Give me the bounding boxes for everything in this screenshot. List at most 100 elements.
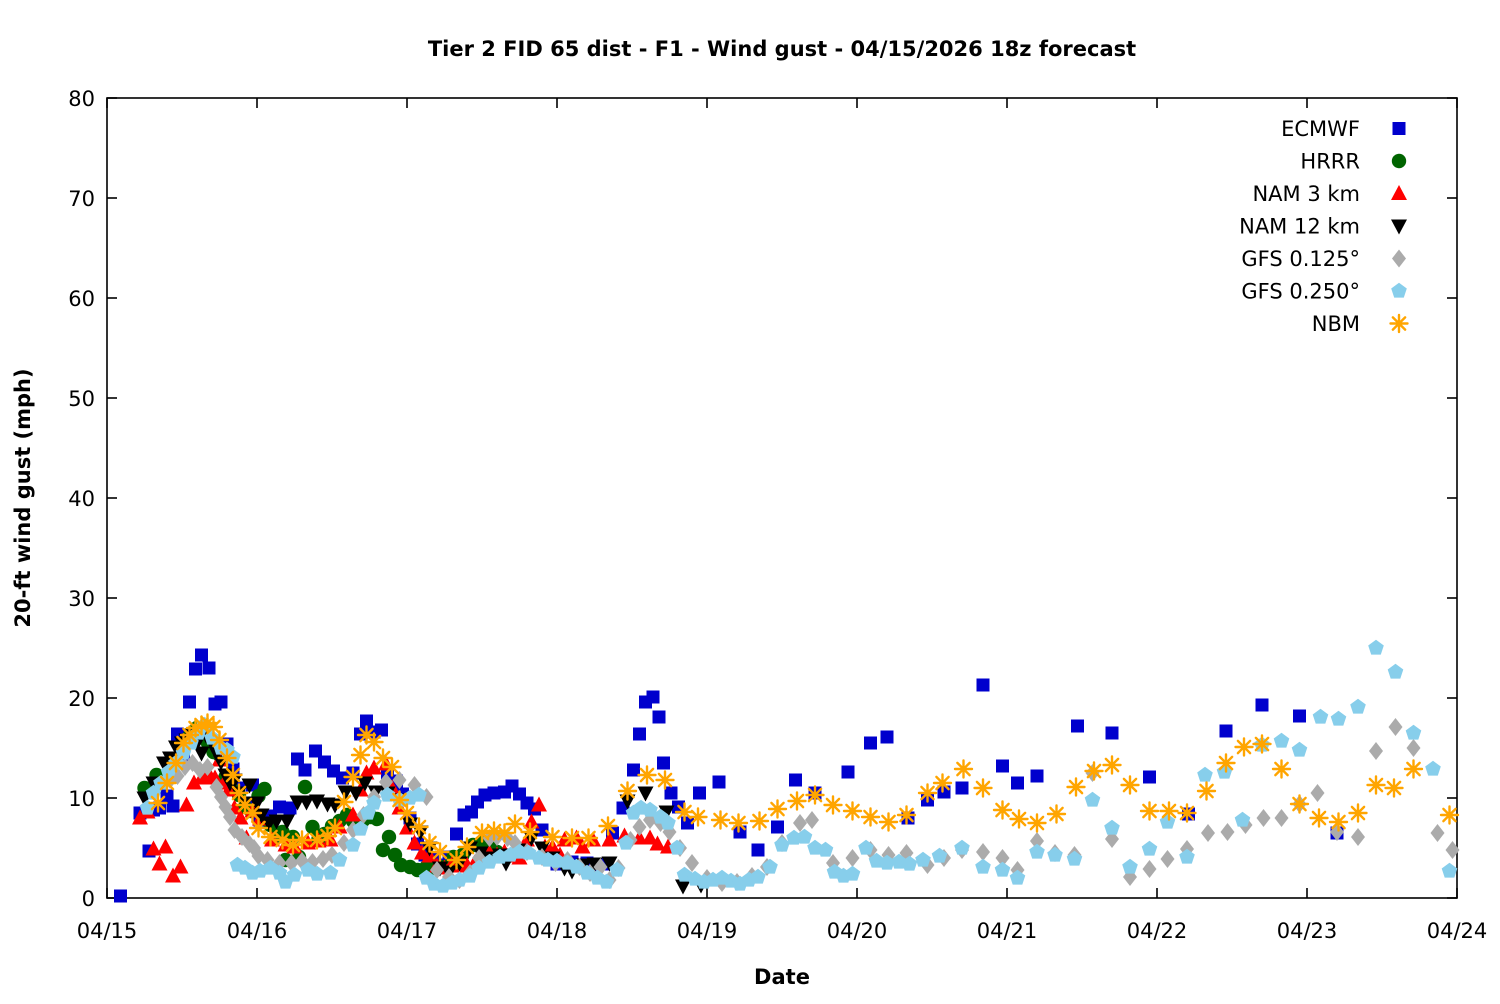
data-point-marker [494,823,515,843]
data-point-marker [1256,809,1271,827]
data-point-marker [750,868,766,884]
data-point-marker [864,736,877,750]
data-point-marker [268,814,285,830]
data-point-marker [157,838,174,854]
data-point-marker [1255,698,1269,712]
data-point-marker [235,795,255,815]
data-point-marker [805,811,819,829]
data-point-marker [292,830,312,850]
y-tick-label: 0 [82,887,95,911]
legend-label: NBM [1312,312,1360,336]
data-point-marker [609,861,625,877]
data-point-marker [203,717,224,737]
data-point-marker [389,790,410,810]
data-point-marker [160,789,174,803]
data-point-marker [375,842,391,858]
data-point-marker [257,781,272,797]
data-point-marker [710,810,731,830]
data-point-marker [357,776,373,792]
data-point-marker [430,842,450,862]
y-axis-label: 20-ft wind gust (mph) [11,368,35,627]
data-point-marker [419,833,440,853]
y-tick-label: 40 [68,487,95,511]
data-point-marker [1234,737,1254,757]
data-point-marker [617,781,638,801]
y-tick-label: 20 [68,687,95,711]
data-point-marker [307,830,327,850]
data-point-marker [932,773,953,793]
data-point-marker [178,796,195,812]
data-point-marker [976,678,990,692]
data-point-marker [397,803,417,823]
data-point-marker [1084,761,1104,781]
data-point-marker [1366,775,1386,795]
data-point-marker [1351,828,1365,846]
data-point-marker [217,748,237,768]
data-point-marker [345,806,361,822]
x-tick-label: 04/22 [1127,919,1188,943]
data-point-marker [844,865,861,881]
x-tick-label: 04/18 [527,919,588,943]
data-point-marker [669,839,685,855]
data-point-marker [1177,803,1197,823]
data-point-marker [286,866,303,882]
data-point-marker [298,763,312,777]
data-point-marker [1197,766,1213,782]
data-point-marker [348,786,364,802]
data-point-marker [291,752,304,766]
data-point-marker [1391,153,1407,169]
axis-ticks [106,97,1458,899]
data-point-marker [728,813,749,833]
data-point-marker [1387,663,1404,679]
data-point-marker [207,769,223,785]
data-point-marker [1084,791,1101,807]
data-point-marker [1120,775,1140,795]
data-point-marker [157,773,177,793]
data-point-marker [446,850,467,870]
data-point-marker [878,812,899,832]
data-point-marker [1011,776,1024,790]
data-point-marker [1310,784,1325,802]
data-point-marker [598,816,618,836]
data-point-marker [749,811,770,831]
data-point-marker [574,838,591,854]
data-point-marker [166,799,180,813]
data-point-marker [185,718,206,738]
data-point-marker [774,836,790,852]
data-point-marker [1391,185,1407,200]
data-point-marker [189,662,202,676]
data-point-marker [214,695,228,709]
data-point-marker [248,818,269,838]
data-point-marker [1159,801,1179,821]
data-point-marker [1220,823,1235,841]
data-point-marker [535,823,549,837]
data-point-marker [1388,718,1403,736]
data-point-marker [298,795,315,811]
data-point-marker [578,828,599,848]
x-tick-label: 04/17 [377,919,438,943]
data-point-marker [1030,769,1044,783]
data-point-marker [860,807,881,827]
data-point-marker [1312,708,1329,724]
data-point-marker [273,800,286,814]
data-point-marker [334,792,354,812]
data-point-marker [487,786,501,800]
data-point-marker [272,830,293,850]
data-point-marker [786,829,802,845]
data-point-marker [465,805,478,819]
data-point-marker [392,771,407,789]
data-point-marker [472,823,492,843]
data-point-marker [358,764,375,780]
data-point-marker [1392,122,1406,135]
data-point-marker [406,834,423,850]
data-point-marker [352,820,369,836]
data-point-marker [283,835,303,855]
data-point-marker [345,836,361,852]
data-point-marker [796,828,813,844]
data-point-marker [1328,812,1349,832]
data-point-marker [995,849,1010,867]
data-point-marker [1047,846,1063,862]
data-point-marker [197,713,218,733]
data-point-marker [1384,778,1404,798]
data-point-marker [1066,777,1086,797]
